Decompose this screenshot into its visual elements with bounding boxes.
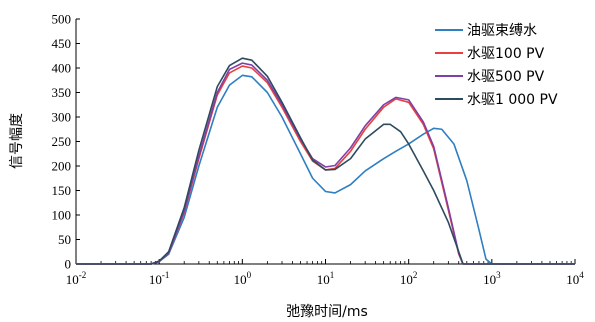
legend-label-2: 水驱100 PV <box>467 46 545 62</box>
y-tick-label: 50 <box>58 232 71 247</box>
y-tick-label: 150 <box>52 183 72 198</box>
plot-lines <box>76 57 575 265</box>
x-tick-label: 103 <box>483 270 501 287</box>
x-tick-label: 104 <box>566 270 584 287</box>
series-line-1 <box>76 74 575 265</box>
legend-label-4: 水驱1 000 PV <box>467 92 558 108</box>
y-tick-label: 400 <box>52 61 72 76</box>
x-tick-label: 102 <box>400 270 418 287</box>
legend-label-3: 水驱500 PV <box>467 69 545 85</box>
x-tick-label: 10-1 <box>149 270 170 287</box>
y-tick-label: 500 <box>52 12 72 27</box>
y-tick-label: 100 <box>52 208 72 223</box>
x-tick-label: 10-2 <box>66 270 87 287</box>
y-tick-label: 0 <box>65 257 72 272</box>
y-axis-title: 信号幅度 <box>9 113 25 169</box>
x-tick-label: 101 <box>317 270 335 287</box>
y-tick-label: 350 <box>52 85 72 100</box>
y-tick-label: 250 <box>52 134 72 149</box>
y-tick-label: 450 <box>52 36 72 51</box>
legend-label-1: 油驱束缚水 <box>467 22 537 39</box>
y-tick-label: 200 <box>52 159 72 174</box>
series-line-4 <box>76 57 575 265</box>
x-axis-title: 弛豫时间/ms <box>286 304 368 320</box>
x-tick-label: 100 <box>234 270 252 287</box>
axes: 0 50 100 150 200 250 300 350 400 450 500 10-2 10-1 10… <box>52 12 585 288</box>
y-tick-label: 300 <box>52 110 72 125</box>
